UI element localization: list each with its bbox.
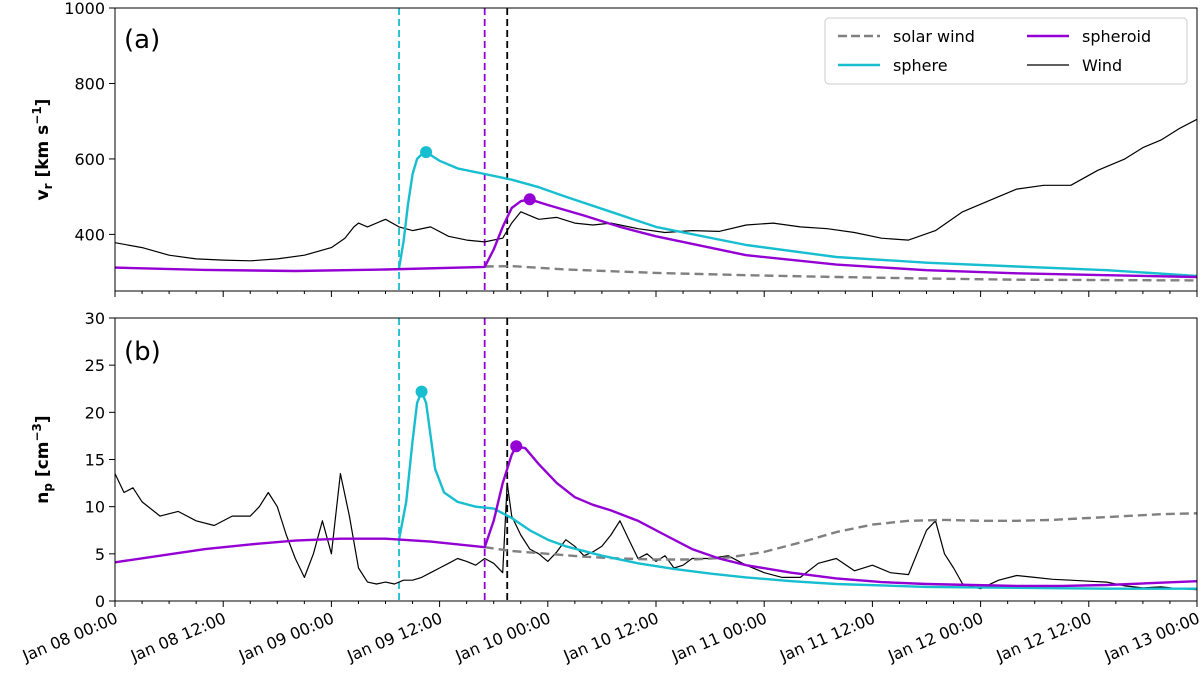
legend-box bbox=[824, 17, 1188, 85]
panel-b-ytick-label: 10 bbox=[85, 498, 105, 517]
panel-a-ytick-label: 400 bbox=[74, 225, 105, 244]
x-tick-label: Jan 11 00:00 bbox=[668, 608, 770, 665]
x-tick-label: Jan 11 12:00 bbox=[776, 608, 878, 665]
panel-b-peak-marker-spheroid bbox=[510, 440, 523, 453]
legend-sphere-label: sphere bbox=[893, 56, 948, 75]
panel-a-label: (a) bbox=[124, 25, 160, 55]
panel-b-ytick-label: 30 bbox=[85, 309, 105, 328]
legend: solar wind sphere spheroid Wind bbox=[824, 17, 1188, 85]
panel-b-ytick-label: 0 bbox=[95, 592, 105, 611]
panel-b-label: (b) bbox=[124, 337, 161, 367]
panel-b-series-wind bbox=[115, 473, 1197, 591]
x-tick-label: Jan 08 00:00 bbox=[19, 608, 121, 665]
x-tick-label: Jan 13 00:00 bbox=[1101, 608, 1200, 665]
x-tick-label: Jan 09 00:00 bbox=[235, 608, 337, 665]
panel-b-peak-marker-sphere bbox=[415, 385, 428, 398]
x-tick-label: Jan 10 00:00 bbox=[452, 608, 554, 665]
panel-b-ytick-label: 25 bbox=[85, 356, 105, 375]
x-tick-label: Jan 09 12:00 bbox=[343, 608, 445, 665]
panel-a-series-wind bbox=[115, 118, 1197, 262]
legend-spheroid-label: spheroid bbox=[1082, 27, 1151, 46]
panel-b-ytick-label: 15 bbox=[85, 451, 105, 470]
panel-a-series-solar-wind bbox=[484, 264, 1197, 282]
x-tick-label: Jan 12 00:00 bbox=[884, 608, 986, 665]
panel-a-ytick-label: 1000 bbox=[64, 0, 105, 18]
panel-b-ytick-label: 5 bbox=[95, 545, 105, 564]
panel-a-series-sphere bbox=[397, 150, 1197, 278]
panel-b-series-solar-wind bbox=[484, 512, 1197, 561]
panel-a-velocity: 400 600 800 1000 (a) vr [km s−1] solar wind… bbox=[30, 0, 1198, 297]
panel-a-ylabel: vr [km s−1] bbox=[30, 99, 55, 201]
panel-b-series-sphere bbox=[397, 390, 1197, 590]
legend-wind-label: Wind bbox=[1082, 56, 1122, 75]
panel-b-density: 0 5 10 15 20 25 30 (b) np [cm−3] bbox=[30, 309, 1198, 611]
panel-a-ytick-label: 800 bbox=[74, 74, 105, 93]
legend-solar-wind-label: solar wind bbox=[893, 27, 975, 46]
panel-b-ytick-label: 20 bbox=[85, 403, 105, 422]
panel-b-series-spheroid bbox=[115, 445, 1197, 588]
panel-a-series-spheroid bbox=[115, 198, 1197, 279]
panel-a-peak-marker-sphere bbox=[420, 146, 433, 159]
x-tick-label: Jan 12 12:00 bbox=[993, 608, 1095, 665]
panel-a-ytick-label: 600 bbox=[74, 150, 105, 169]
panel-a-peak-marker-spheroid bbox=[523, 193, 536, 206]
panel-b-ylabel: np [cm−3] bbox=[30, 415, 55, 503]
x-tick-label: Jan 08 12:00 bbox=[127, 608, 229, 665]
x-tick-label: Jan 10 12:00 bbox=[560, 608, 662, 665]
